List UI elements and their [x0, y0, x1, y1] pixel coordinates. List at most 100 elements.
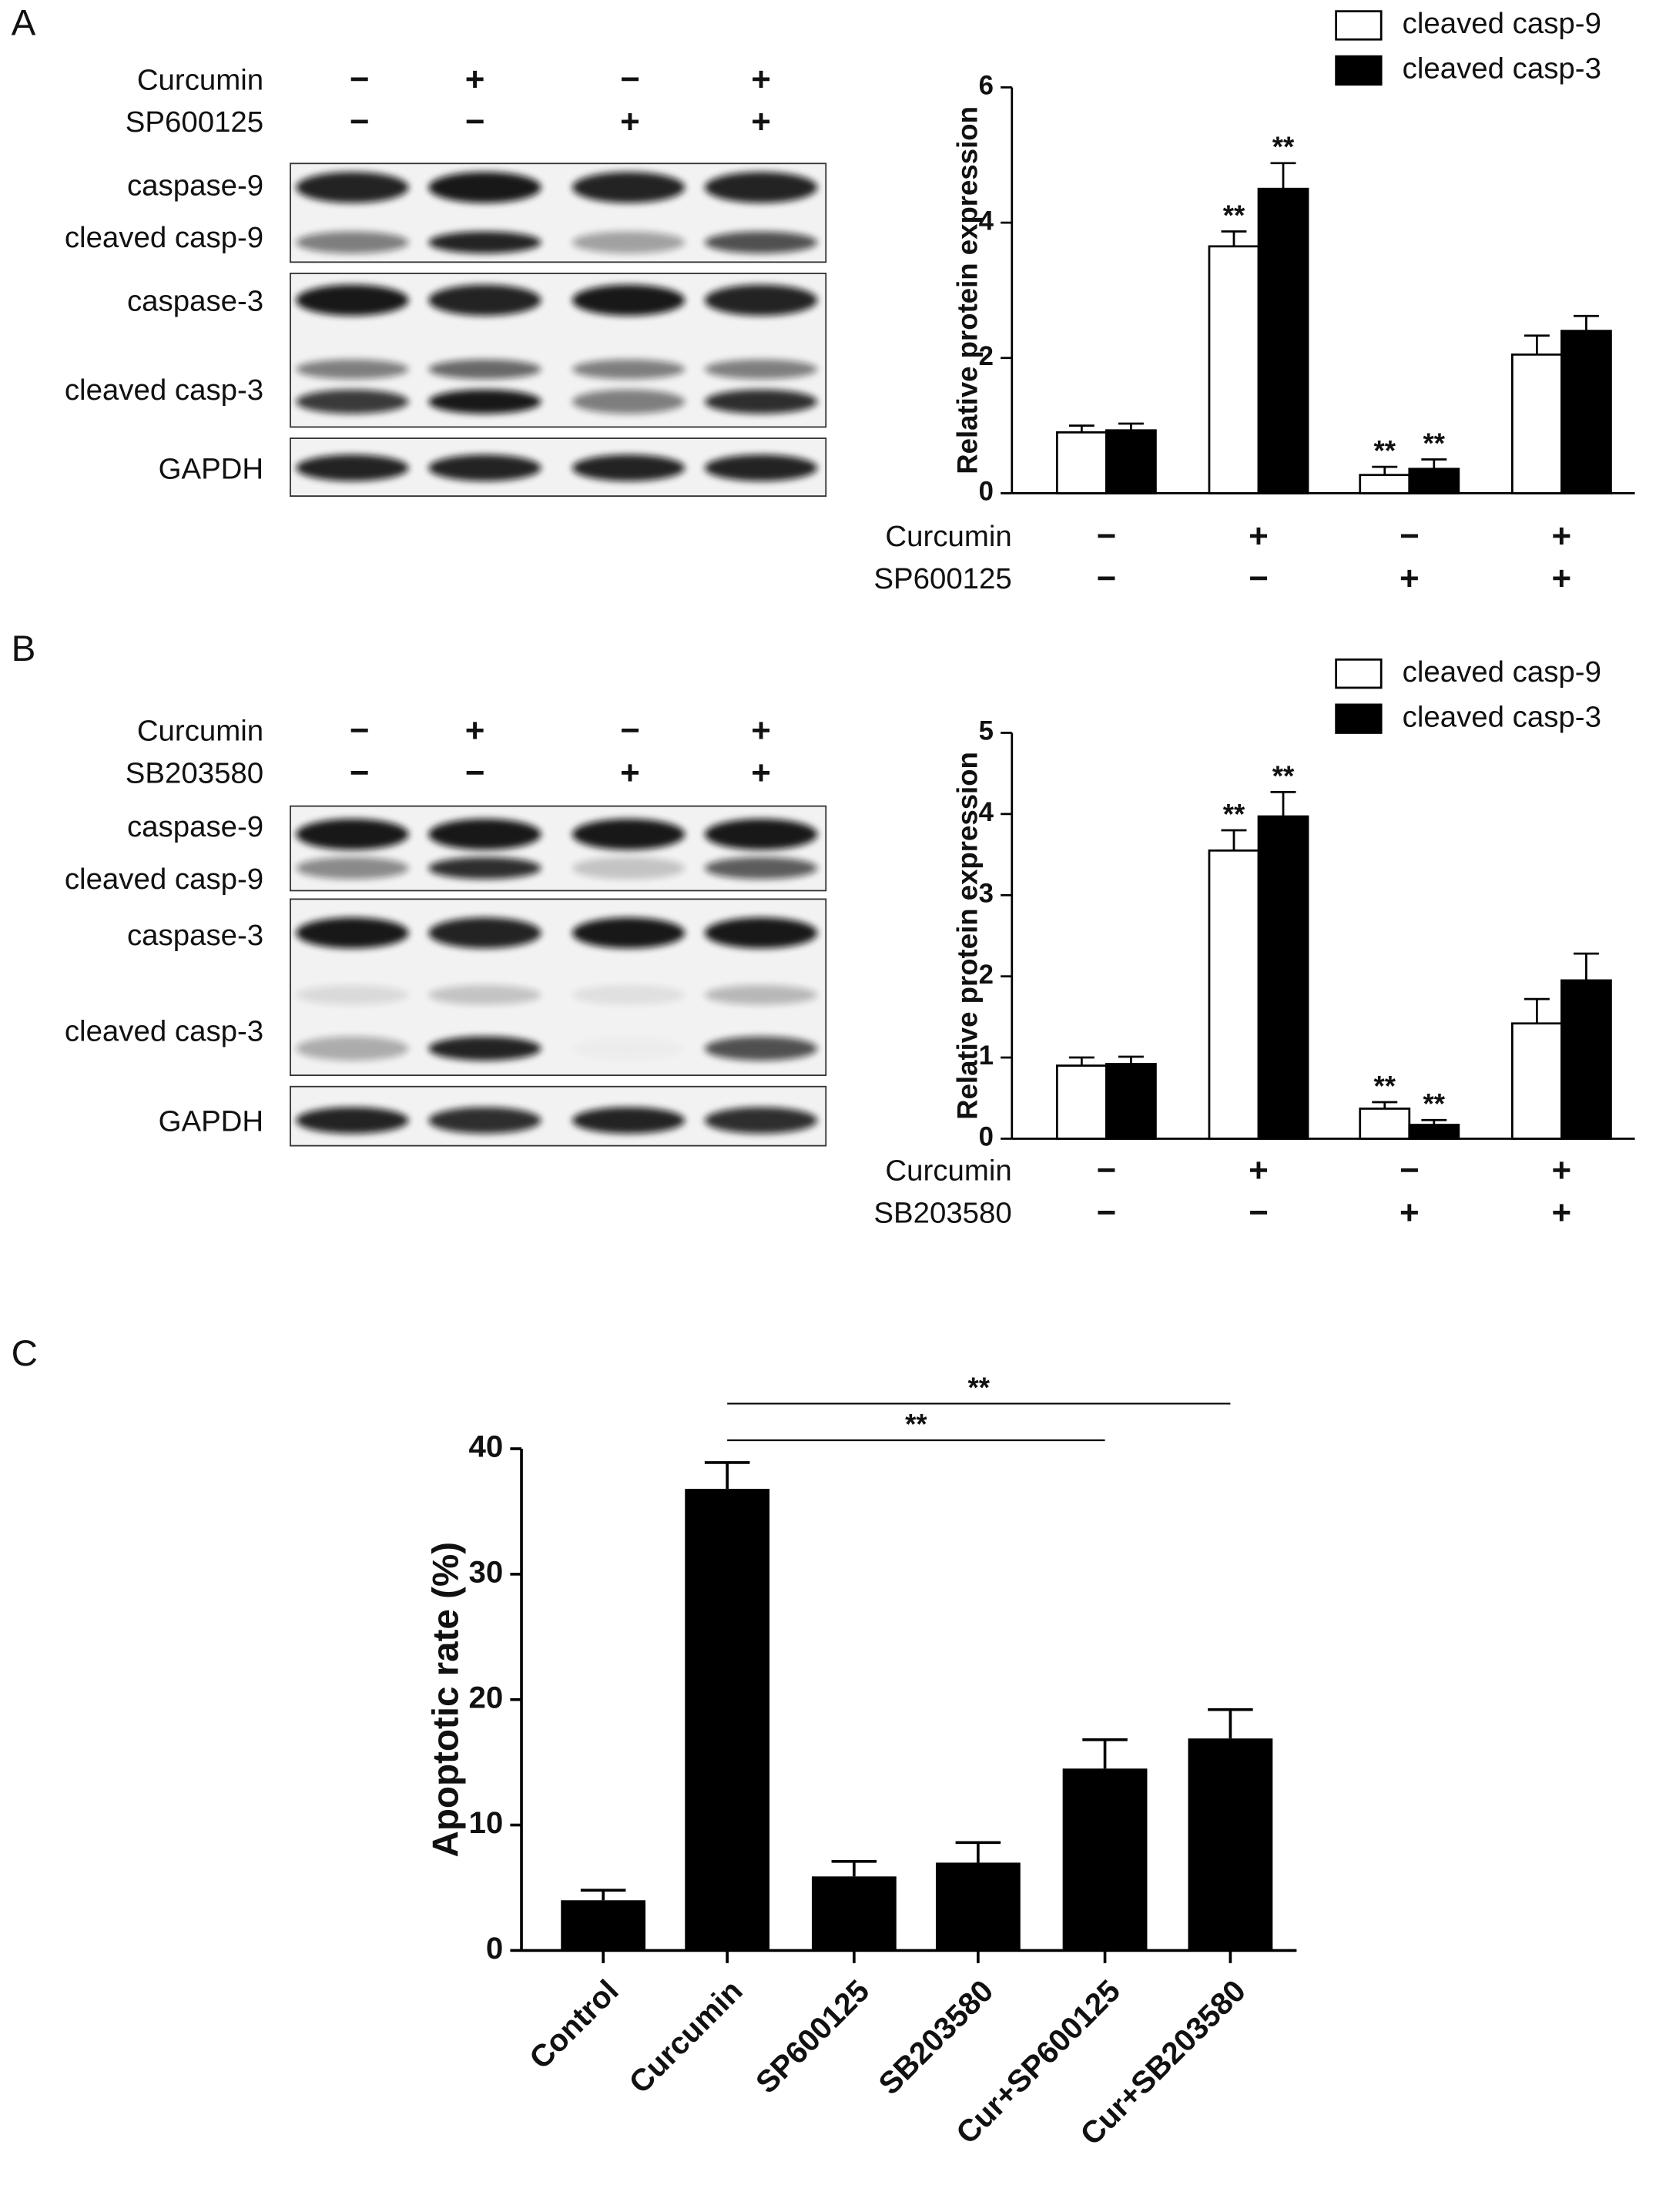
- y-tick-label: 0: [979, 1123, 994, 1152]
- x-row-sign: +: [1552, 1151, 1572, 1189]
- x-row-sign: −: [1097, 1151, 1117, 1189]
- x-row-name: Curcumin: [885, 1155, 1011, 1188]
- x-row-sign: +: [1552, 1194, 1572, 1232]
- blot-band: [428, 284, 541, 316]
- bar: [1055, 1064, 1108, 1140]
- x-tick-label: Curcumin: [622, 1973, 749, 2100]
- bar: [1257, 815, 1309, 1140]
- blot-band: [296, 389, 409, 414]
- blot-band: [704, 389, 818, 414]
- condition-label: SP600125: [126, 106, 263, 139]
- blot-band: [428, 856, 541, 880]
- condition-sign: +: [620, 103, 640, 141]
- condition-sign: +: [751, 712, 771, 749]
- blot-band: [572, 172, 686, 203]
- blot-band: [296, 1107, 409, 1134]
- y-tick-label: 3: [979, 879, 994, 908]
- condition-sign: −: [350, 61, 370, 99]
- bar: [1257, 187, 1309, 494]
- bar: [1062, 1768, 1148, 1951]
- panel-label: A: [12, 2, 36, 43]
- significance: **: [1423, 1088, 1446, 1120]
- blot-band: [572, 231, 686, 253]
- legend-label: cleaved casp-9: [1403, 7, 1601, 40]
- comparison-label: **: [905, 1408, 927, 1439]
- bar: [811, 1876, 897, 1951]
- bar: [1208, 245, 1260, 494]
- significance: **: [1374, 1070, 1396, 1101]
- condition-sign: +: [751, 754, 771, 792]
- x-tick-label: SP600125: [749, 1973, 877, 2100]
- x-row-sign: −: [1097, 518, 1117, 555]
- blot-band: [704, 985, 818, 1005]
- y-tick-label: 0: [979, 478, 994, 507]
- blot-band: [296, 172, 409, 203]
- bar: [1408, 468, 1460, 494]
- blot-band: [296, 917, 409, 949]
- bar: [1560, 330, 1612, 494]
- x-row-sign: +: [1400, 1194, 1420, 1232]
- y-tick-label: 30: [468, 1554, 503, 1589]
- condition-sign: −: [465, 103, 485, 141]
- condition-label: Curcumin: [137, 715, 263, 748]
- blot-band: [428, 985, 541, 1005]
- condition-sign: −: [350, 712, 370, 749]
- bar: [561, 1900, 646, 1951]
- band-label: GAPDH: [159, 1104, 264, 1138]
- bar: [1105, 429, 1157, 494]
- blot-band: [704, 1107, 818, 1134]
- y-tick-label: 20: [468, 1680, 503, 1714]
- condition-sign: +: [465, 61, 485, 99]
- x-row-sign: +: [1552, 518, 1572, 555]
- blot-band: [704, 172, 818, 203]
- x-row-name: Curcumin: [885, 520, 1011, 553]
- legend-swatch: [1335, 55, 1383, 86]
- legend-label: cleaved casp-3: [1403, 52, 1601, 85]
- bar: [1560, 979, 1612, 1140]
- blot-band: [704, 231, 818, 253]
- condition-sign: +: [620, 754, 640, 792]
- x-row-name: SP600125: [873, 562, 1011, 595]
- comparison-label: **: [968, 1372, 991, 1403]
- condition-sign: −: [465, 754, 485, 792]
- y-tick-label: 6: [979, 72, 994, 101]
- significance: **: [1374, 435, 1396, 467]
- x-row-sign: +: [1249, 1151, 1269, 1189]
- bar: [1105, 1063, 1157, 1140]
- panel-label: B: [12, 628, 36, 669]
- condition-label: Curcumin: [137, 63, 263, 96]
- x-tick-label: Control: [523, 1973, 625, 2076]
- x-row-sign: −: [1400, 1151, 1420, 1189]
- bar: [1188, 1738, 1273, 1951]
- band-label: GAPDH: [159, 452, 264, 485]
- condition-sign: +: [465, 712, 485, 749]
- band-label: caspase-9: [127, 169, 263, 203]
- significance: **: [1223, 798, 1245, 830]
- bar: [1208, 849, 1260, 1140]
- bar: [935, 1862, 1021, 1951]
- band-label: cleaved casp-9: [65, 863, 263, 896]
- blot-band: [296, 231, 409, 253]
- blot-band: [428, 454, 541, 481]
- y-tick-label: 4: [979, 798, 994, 827]
- blot-band: [428, 1036, 541, 1061]
- bar: [1359, 474, 1411, 494]
- y-tick-label: 1: [979, 1041, 994, 1071]
- blot-band: [572, 454, 686, 481]
- blot-band: [704, 359, 818, 380]
- bar: [1510, 1022, 1563, 1140]
- panel-label: C: [12, 1333, 38, 1374]
- y-axis-label: Relative protein expression: [952, 752, 984, 1120]
- blot-band: [704, 454, 818, 481]
- y-tick-label: 10: [468, 1805, 503, 1840]
- blot-band: [572, 284, 686, 316]
- condition-label: SB203580: [126, 757, 263, 790]
- blot-band: [428, 172, 541, 203]
- significance: **: [1223, 199, 1245, 231]
- bar: [1055, 431, 1108, 494]
- blot-band: [572, 1037, 685, 1061]
- blot-band: [296, 284, 409, 316]
- legend-label: cleaved casp-9: [1403, 655, 1601, 689]
- blot-band: [428, 917, 541, 949]
